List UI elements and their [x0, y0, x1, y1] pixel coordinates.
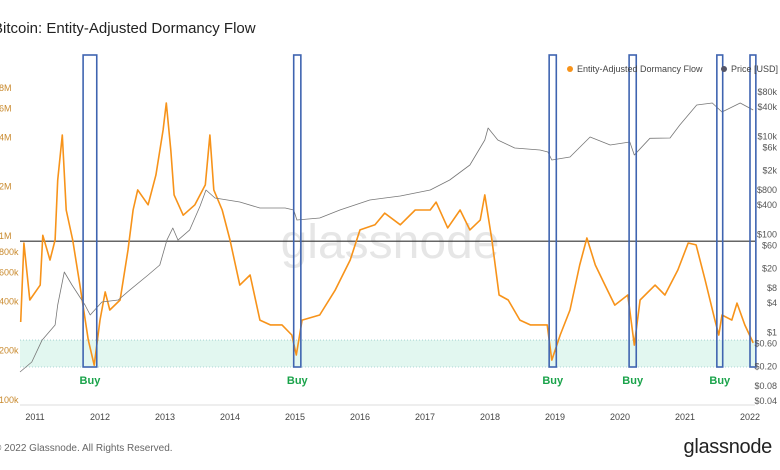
x-axis-tick: 2022	[740, 412, 760, 422]
x-axis-tick: 2021	[675, 412, 695, 422]
x-axis-tick: 2020	[610, 412, 630, 422]
left-axis-tick: 400k	[0, 296, 19, 306]
left-axis-tick: 800k	[0, 247, 19, 257]
right-axis-tick: $1	[767, 327, 777, 337]
left-axis-tick: 100k	[0, 395, 19, 405]
left-axis-tick: 200k	[0, 346, 19, 356]
buy-zone-box	[82, 54, 98, 368]
right-axis-tick: $10k	[757, 131, 777, 141]
left-axis-tick: 1M	[0, 231, 12, 241]
buy-label: Buy	[287, 375, 309, 387]
legend-price-label: Price [USD]	[731, 64, 778, 74]
legend-dormancy-marker	[567, 66, 573, 72]
buy-zone-box	[749, 54, 757, 368]
left-axis-tick: 2M	[0, 182, 12, 192]
x-axis-tick: 2016	[350, 412, 370, 422]
left-axis-tick: 4M	[0, 132, 12, 142]
chart-title: Bitcoin: Entity-Adjusted Dormancy Flow	[0, 20, 256, 37]
buy-zone-box	[292, 54, 302, 368]
price-line	[19, 102, 754, 373]
x-axis-tick: 2017	[415, 412, 435, 422]
legend-dormancy-label: Entity-Adjusted Dormancy Flow	[577, 64, 703, 74]
right-axis-tick: $2k	[762, 166, 777, 176]
right-axis-tick: $400	[757, 200, 777, 210]
x-axis-tick: 2018	[480, 412, 500, 422]
right-axis-tick: $4	[767, 298, 777, 308]
right-axis-tick: $0.60	[754, 338, 777, 348]
buy-label: Buy	[622, 375, 644, 387]
x-axis-tick: 2015	[285, 412, 305, 422]
right-axis-tick: $0.04	[754, 396, 777, 406]
right-axis-tick: $0.20	[754, 362, 777, 372]
buy-label: Buy	[542, 375, 564, 387]
right-axis-tick: $80k	[757, 87, 777, 97]
right-axis-tick: $0.08	[754, 381, 777, 391]
right-axis-tick: $6k	[762, 142, 777, 152]
buy-band	[20, 340, 755, 367]
legend-price-marker	[721, 66, 727, 72]
left-axis-tick: 600k	[0, 267, 19, 277]
buy-zone-box	[716, 54, 724, 368]
right-axis-tick: $20	[762, 264, 777, 274]
watermark: glassnode	[281, 216, 500, 269]
right-axis-tick: $60	[762, 240, 777, 250]
dormancy-flow-line	[19, 102, 754, 366]
buy-label: Buy	[80, 375, 102, 387]
glassnode-logo: glassnode	[683, 436, 773, 458]
right-axis-tick: $100	[757, 229, 777, 239]
right-axis-tick: $8	[767, 283, 777, 293]
right-axis-tick: $40k	[757, 102, 777, 112]
right-axis-tick: $800	[757, 185, 777, 195]
left-axis-tick: 6M	[0, 103, 12, 113]
x-axis-tick: 2012	[90, 412, 110, 422]
left-axis-tick: 8M	[0, 83, 12, 93]
buy-zone-box	[628, 54, 638, 368]
buy-zone-box	[548, 54, 558, 368]
copyright-footer: © 2022 Glassnode. All Rights Reserved.	[0, 443, 173, 454]
x-axis-tick: 2013	[155, 412, 175, 422]
x-axis-tick: 2011	[25, 412, 44, 422]
buy-label: Buy	[709, 375, 731, 387]
x-axis-tick: 2014	[220, 412, 240, 422]
x-axis-tick: 2019	[545, 412, 565, 422]
